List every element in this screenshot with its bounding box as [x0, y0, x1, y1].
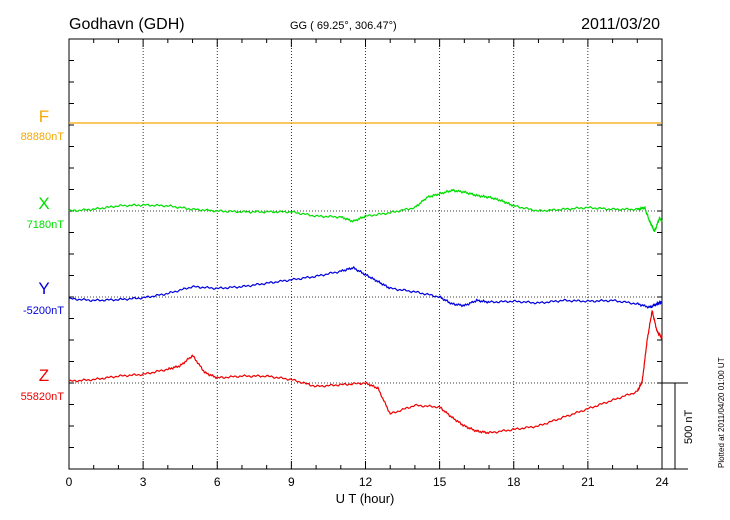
x-tick-label: 12 — [359, 475, 373, 489]
x-tick-label: 18 — [507, 475, 521, 489]
axis-ticks: 0 3 6 9 12 15 18 21 24 — [66, 39, 669, 489]
station-title: Godhavn (GDH) — [69, 16, 185, 33]
series-name-y: Y — [38, 279, 49, 298]
series-labels: F 88880nT X 7180nT Y -5200nT Z 55820nT — [21, 107, 65, 403]
x-axis-label: U T (hour) — [336, 491, 395, 506]
x-tick-label: 3 — [140, 475, 147, 489]
series-name-x: X — [38, 194, 49, 213]
series-baseline-z: 55820nT — [21, 391, 65, 403]
scale-bar-label: 500 nT — [683, 409, 695, 444]
x-tick-label: 21 — [581, 475, 595, 489]
plotted-note: Plotted at 2011/04/20 01:00 UT — [717, 357, 726, 468]
station-coords: GG ( 69.25°, 306.47°) — [290, 20, 397, 32]
series-baseline-f: 88880nT — [21, 131, 65, 143]
x-tick-label: 24 — [655, 475, 669, 489]
scale-bar: 500 nT — [662, 382, 695, 470]
series-line-z — [68, 310, 663, 435]
series-baseline-x: 7180nT — [27, 219, 65, 231]
chart-date: 2011/03/20 — [581, 16, 660, 33]
x-tick-label: 9 — [288, 475, 295, 489]
x-tick-label: 15 — [433, 475, 447, 489]
x-tick-label: 6 — [214, 475, 221, 489]
series-name-z: Z — [39, 366, 49, 385]
series-lines — [68, 122, 663, 435]
series-baseline-y: -5200nT — [23, 305, 64, 317]
series-line-x — [68, 188, 663, 233]
grid-lines — [69, 39, 662, 469]
series-line-y — [68, 266, 663, 309]
x-tick-label: 0 — [66, 475, 73, 489]
plot-frame — [68, 38, 663, 470]
series-name-f: F — [39, 107, 49, 126]
